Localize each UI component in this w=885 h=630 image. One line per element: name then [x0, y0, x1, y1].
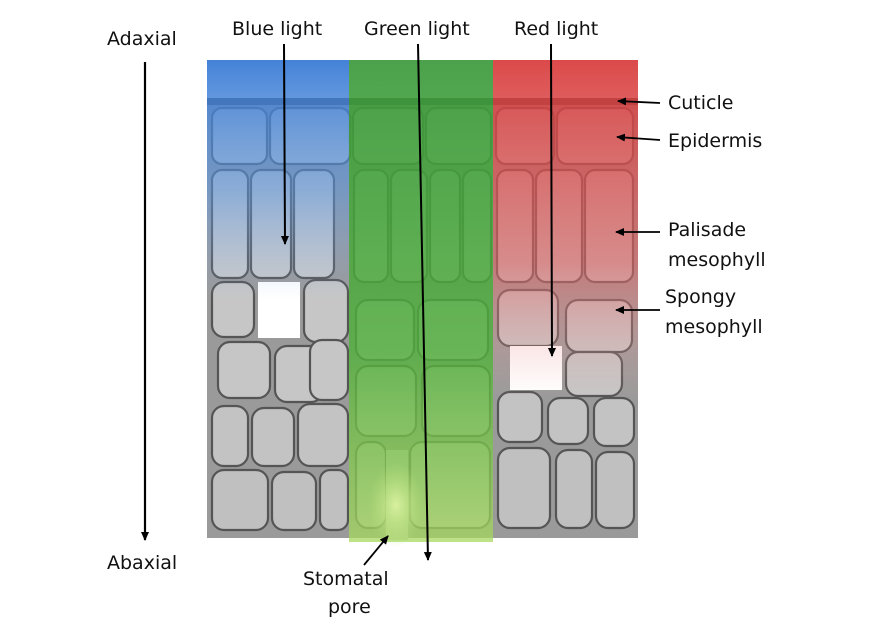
light-beams	[207, 60, 638, 547]
stomatal-pore-glow	[368, 463, 424, 547]
spongy-label-line2: mesophyll	[665, 316, 763, 338]
epidermis-label: Epidermis	[668, 130, 762, 152]
light-labels: Blue light Green light Red light	[232, 18, 598, 561]
blue-light-label: Blue light	[232, 18, 322, 40]
stomatal-pore-annotation: Stomatal pore	[303, 535, 389, 618]
abaxial-label: Abaxial	[107, 552, 177, 574]
tissue-labels: Cuticle Epidermis Palisade mesophyll Spo…	[615, 92, 766, 338]
green-light-label: Green light	[364, 18, 470, 40]
green-beam	[349, 60, 493, 542]
blue-beam	[207, 60, 349, 300]
epidermis-pointer	[616, 133, 661, 142]
red-light-label: Red light	[514, 18, 598, 40]
red-light-arrow	[547, 43, 556, 357]
red-beam	[493, 60, 638, 400]
leaf-axis: Adaxial Abaxial	[107, 28, 177, 574]
adaxial-label: Adaxial	[107, 28, 177, 50]
stomatal-label-line1: Stomatal	[303, 568, 389, 590]
palisade-label-line1: Palisade	[668, 219, 746, 241]
cuticle-pointer	[617, 97, 661, 106]
spongy-label-line1: Spongy	[665, 286, 736, 308]
green-light-arrow	[417, 43, 432, 561]
palisade-label-line2: mesophyll	[668, 249, 766, 271]
blue-light-arrow	[280, 43, 289, 245]
stomatal-label-line2: pore	[328, 596, 371, 618]
stomatal-pore-pointer	[363, 535, 389, 566]
cuticle-label: Cuticle	[668, 92, 733, 114]
